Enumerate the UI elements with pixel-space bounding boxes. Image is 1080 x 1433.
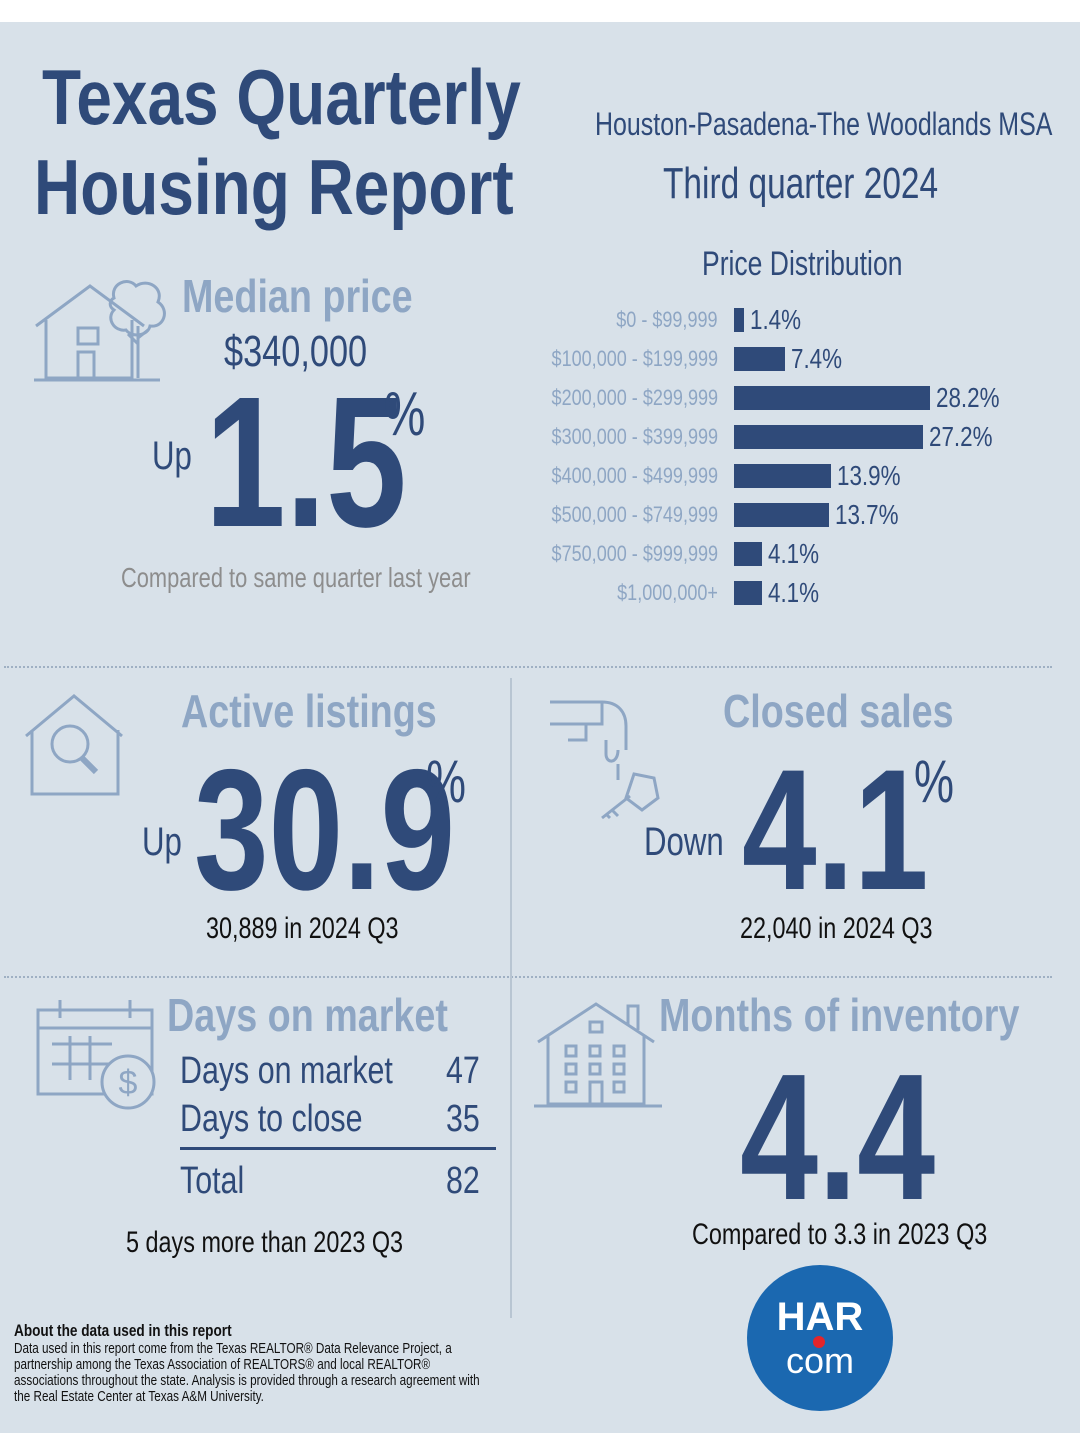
closed-sales-direction: Down: [644, 820, 724, 864]
price-bar-value-label: 13.7%: [835, 499, 899, 530]
active-listings-note: 30,889 in 2024 Q3: [206, 912, 399, 945]
house-tree-icon: [34, 280, 166, 382]
median-price-title: Median price: [182, 270, 413, 322]
divider-top: [4, 666, 1052, 668]
price-bar: [734, 542, 763, 566]
active-listings-change: 30.9: [194, 734, 456, 926]
about-title: About the data used in this report: [14, 1321, 232, 1340]
price-bar: [734, 347, 786, 371]
price-bar-label: $1,000,000+: [617, 580, 718, 605]
median-price-change: 1.5: [205, 359, 407, 566]
divider-middle: [4, 976, 1052, 978]
closed-sales-note: 22,040 in 2024 Q3: [740, 912, 933, 945]
months-of-inventory-value: 4.4: [740, 1037, 936, 1238]
price-bar-value-label: 4.1%: [768, 538, 820, 569]
price-bar-label: $300,000 - $399,999: [551, 424, 718, 449]
closed-sales-title: Closed sales: [723, 685, 954, 737]
dom-total-value: 82: [446, 1160, 480, 1202]
har-logo[interactable]: HAR com: [747, 1265, 893, 1411]
price-bar-label: $500,000 - $749,999: [551, 502, 718, 527]
median-price-unit: %: [384, 380, 426, 449]
dom-row-label-2: Days to close: [180, 1098, 363, 1140]
price-bar: [734, 425, 924, 449]
report-title-line2: Housing Report: [34, 143, 514, 231]
calendar-dollar-icon: $: [36, 1000, 156, 1110]
closed-sales-unit: %: [914, 748, 955, 815]
hand-key-icon: [550, 700, 660, 820]
about-body: Data used in this report come from the T…: [14, 1340, 480, 1405]
price-bar: [734, 503, 830, 527]
price-bar-value-label: 4.1%: [768, 577, 820, 608]
har-logo-bottom: com: [785, 1340, 854, 1381]
price-bar: [734, 581, 763, 605]
price-bar: [734, 464, 831, 488]
price-bar-value-label: 28.2%: [936, 382, 1000, 413]
svg-text:$: $: [119, 1064, 138, 1102]
dom-total-rule: [180, 1147, 496, 1150]
median-price-note: Compared to same quarter last year: [121, 562, 471, 593]
dom-row-value-1: 47: [446, 1050, 480, 1092]
divider-vertical: [510, 678, 512, 1318]
active-listings-direction: Up: [142, 820, 182, 864]
price-bar-label: $100,000 - $199,999: [551, 346, 718, 371]
median-price-direction: Up: [152, 434, 192, 478]
months-of-inventory-note: Compared to 3.3 in 2023 Q3: [692, 1218, 988, 1251]
apartment-building-icon: [534, 1002, 662, 1108]
price-bar-value-label: 13.9%: [836, 460, 901, 491]
price-bar-label: $200,000 - $299,999: [551, 385, 718, 410]
house-search-icon: [25, 694, 123, 796]
price-bar-label: $400,000 - $499,999: [551, 463, 718, 488]
closed-sales-change: 4.1: [742, 734, 929, 926]
report-title-line1: Texas Quarterly: [42, 53, 521, 141]
months-of-inventory-title: Months of inventory: [659, 989, 1020, 1041]
dom-row-value-2: 35: [446, 1098, 480, 1140]
har-logo-dot-icon: [813, 1336, 825, 1348]
price-bar: [734, 386, 930, 410]
price-bar-value-label: 27.2%: [929, 421, 993, 452]
price-bar: [734, 308, 744, 332]
price-bar-label: $0 - $99,999: [616, 307, 718, 332]
price-bar-value-label: 1.4%: [749, 304, 801, 335]
price-distribution-title: Price Distribution: [702, 245, 903, 283]
har-logo-top: HAR: [776, 1295, 864, 1339]
active-listings-title: Active listings: [181, 685, 437, 737]
dom-total-label: Total: [180, 1160, 245, 1202]
days-on-market-note: 5 days more than 2023 Q3: [126, 1226, 404, 1259]
active-listings-unit: %: [426, 748, 467, 815]
price-bar-label: $750,000 - $999,999: [551, 541, 718, 566]
dom-row-label-1: Days on market: [180, 1050, 393, 1092]
days-on-market-title: Days on market: [167, 989, 448, 1041]
msa-name: Houston-Pasadena-The Woodlands MSA: [595, 106, 1053, 142]
price-bar-value-label: 7.4%: [791, 343, 843, 374]
report-panel: [0, 22, 1080, 1433]
quarter-label: Third quarter 2024: [663, 159, 939, 208]
median-price-value: $340,000: [224, 327, 368, 376]
